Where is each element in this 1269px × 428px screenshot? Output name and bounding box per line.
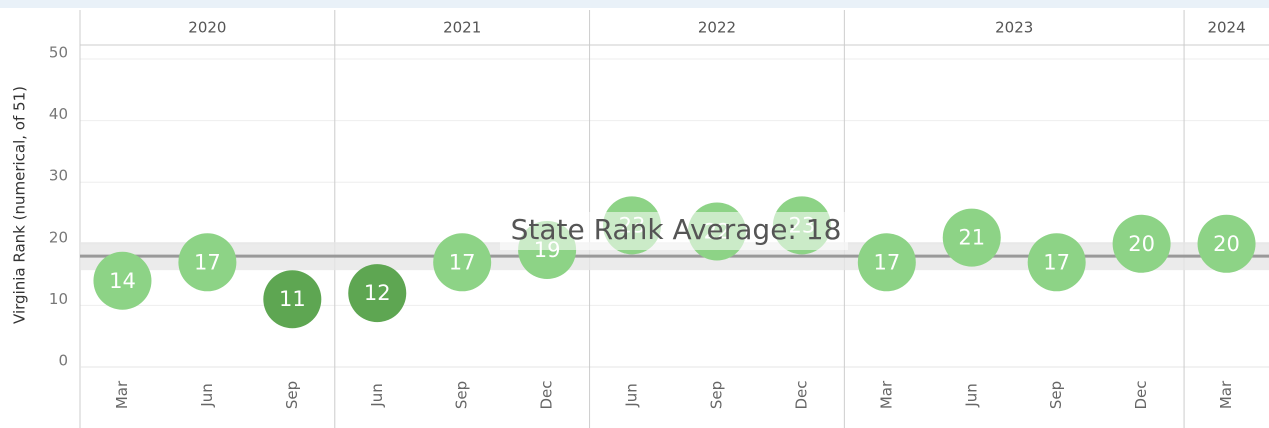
x-tick-label: Sep [1047,381,1065,409]
y-axis-label: Virginia Rank (numerical, of 51) [11,86,29,324]
bubble [263,270,322,329]
x-tick-label: Mar [113,380,131,409]
x-tick-label: Jun [962,383,980,407]
x-tick-label: Dec [538,380,556,409]
y-tick-label: 40 [49,105,68,123]
y-tick-label: 50 [49,44,68,62]
data-label: 21 [958,226,985,250]
x-tick-label: Mar [1217,380,1235,409]
annotation-box [500,212,848,250]
data-label: 17 [1043,250,1070,274]
top-strip [0,0,1269,8]
bubble [1197,214,1256,273]
x-tick-label: Jun [198,383,216,407]
x-tick-label: Dec [792,380,810,409]
bubble [433,233,492,292]
data-label: 17 [449,250,476,274]
year-label: 2022 [698,19,736,37]
bubble [857,233,916,292]
bubble [1112,214,1171,273]
x-tick-label: Jun [368,383,386,407]
x-tick-label: Sep [283,381,301,409]
bubble [93,251,152,310]
y-tick-label: 20 [49,228,68,246]
bubble [348,264,407,323]
data-label: 12 [364,281,391,305]
y-tick-label: 0 [58,352,68,370]
year-label: 2021 [443,19,481,37]
x-tick-label: Sep [707,381,725,409]
bubble [178,233,237,292]
bubble [1027,233,1086,292]
x-tick-label: Dec [1132,380,1150,409]
year-label: 2023 [995,19,1033,37]
x-tick-label: Mar [877,380,895,409]
data-label: 20 [1213,232,1240,256]
data-label: 17 [873,250,900,274]
annotation: State Rank Average: 18 [511,213,842,246]
x-tick-label: Jun [623,383,641,407]
y-tick-label: 30 [49,167,68,185]
year-label: 2020 [188,19,226,37]
x-tick-label: Sep [453,381,471,409]
y-tick-label: 10 [49,290,68,308]
data-label: 20 [1128,232,1155,256]
data-label: 14 [109,269,136,293]
year-label: 2024 [1207,19,1245,37]
data-label: 11 [279,287,306,311]
data-label: 17 [194,250,221,274]
bubble [942,208,1001,267]
